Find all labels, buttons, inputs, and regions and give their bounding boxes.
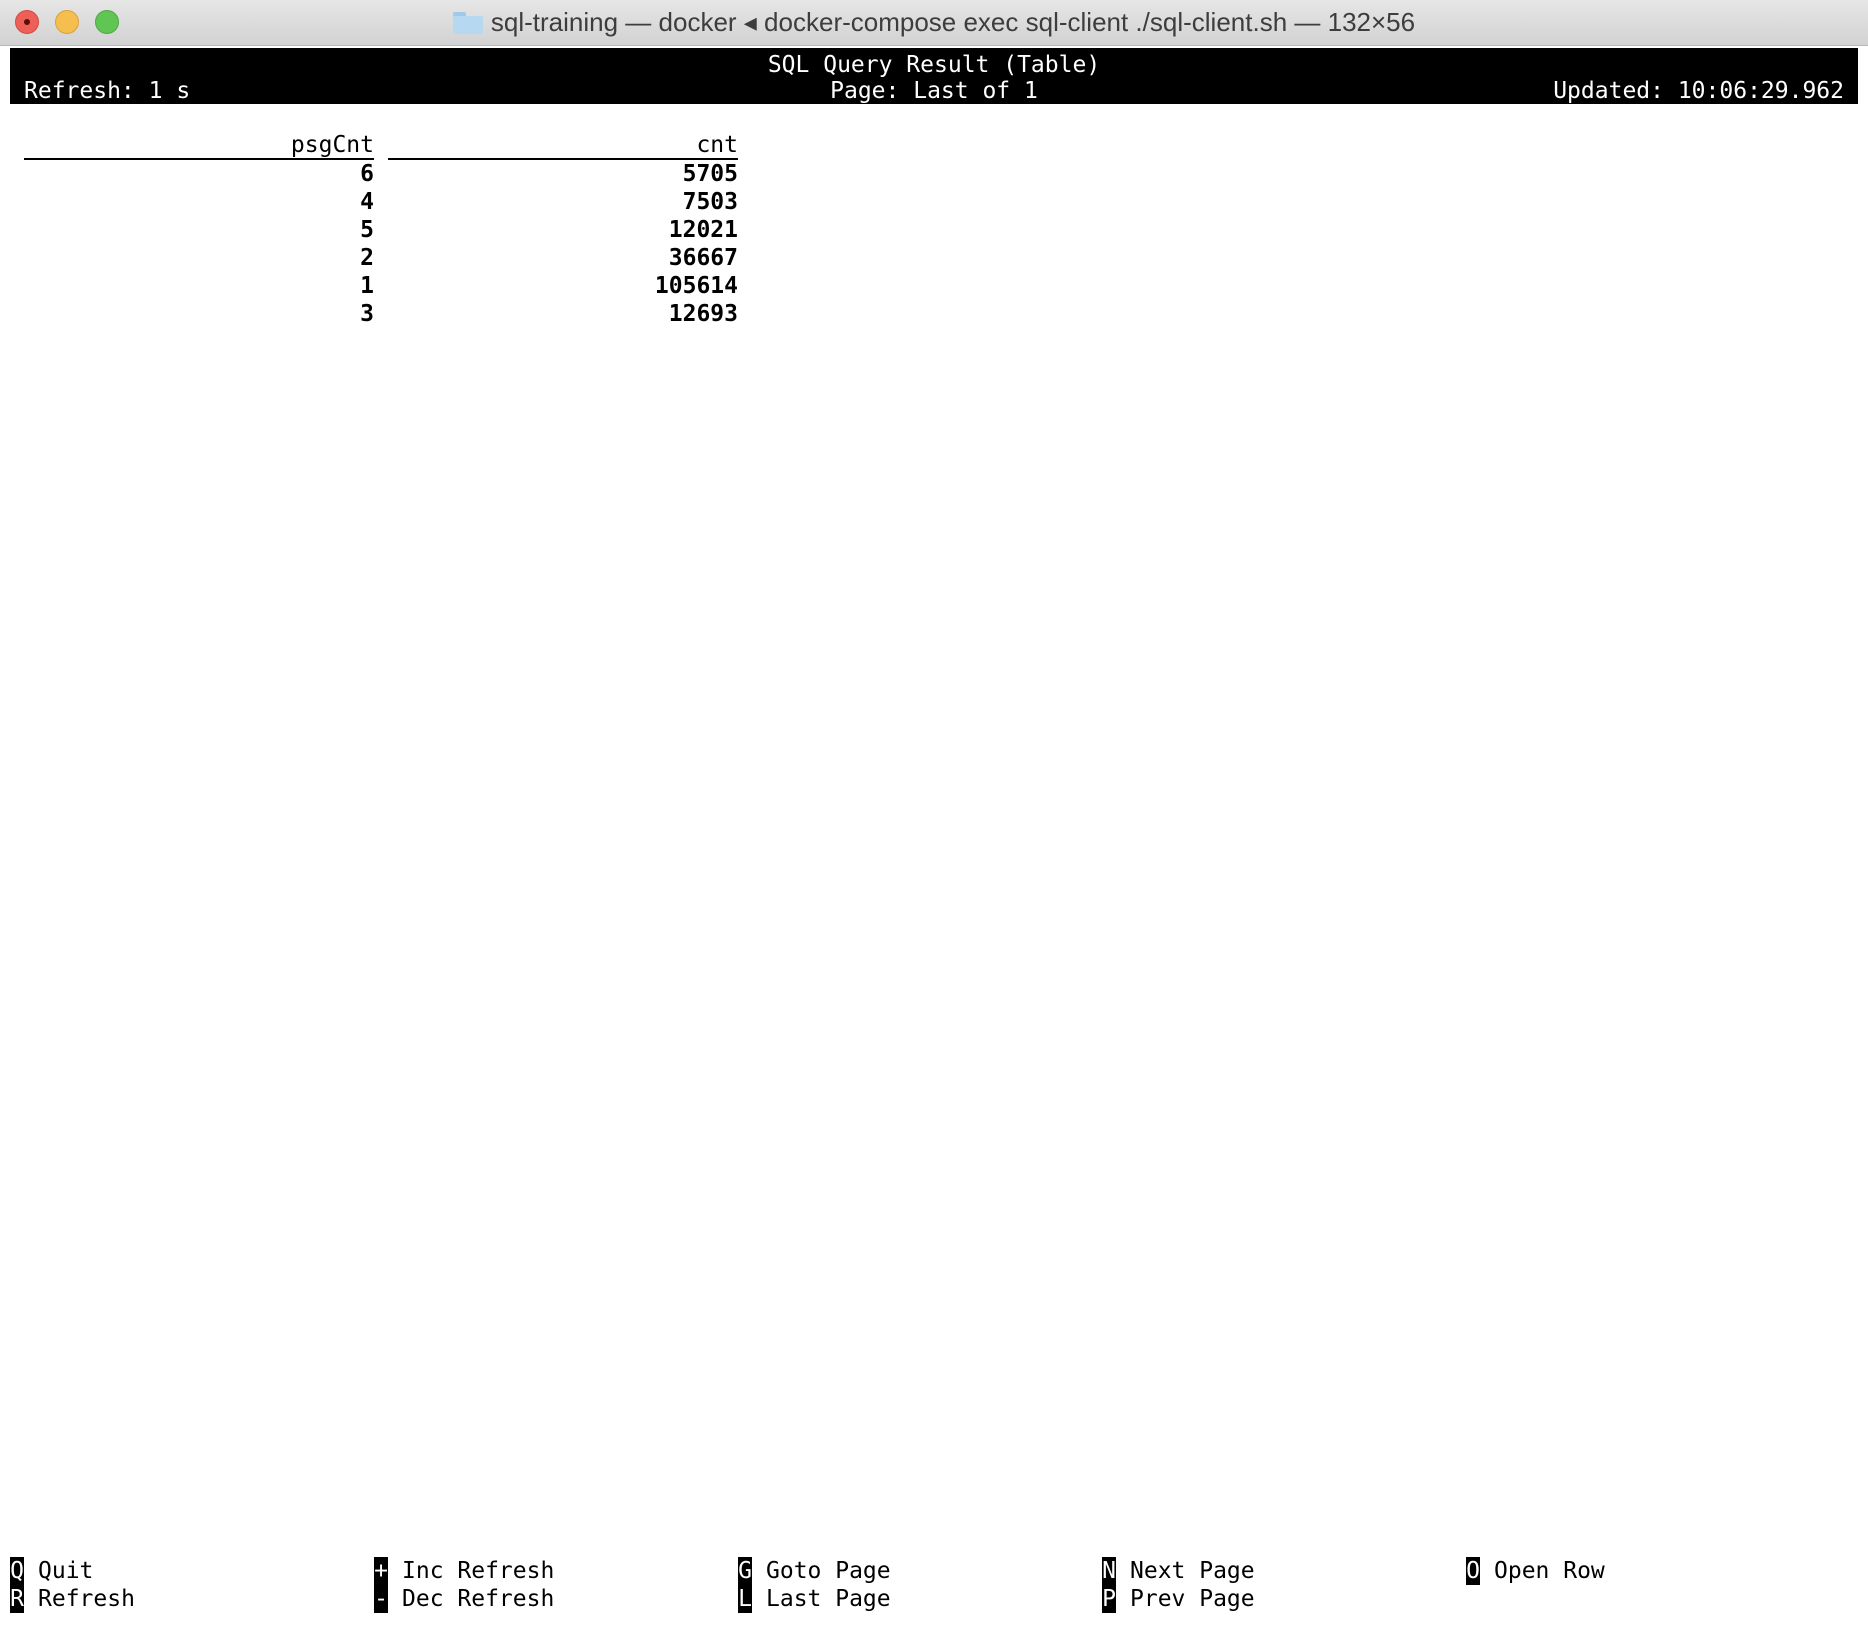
shortcut-quit[interactable]: Q Quit (10, 1557, 93, 1585)
cell-psgcnt: 3 (360, 301, 374, 327)
cell-cnt: 36667 (668, 245, 738, 271)
shortcut-prev-page[interactable]: P Prev Page (1102, 1585, 1255, 1613)
key-prev-page: P (1102, 1585, 1116, 1613)
key-quit: Q (10, 1557, 24, 1585)
shortcut-label: Dec Refresh (402, 1586, 555, 1612)
zoom-window-button[interactable] (95, 10, 119, 34)
key-goto-page: G (738, 1557, 752, 1585)
table-row[interactable]: 1 105614 (24, 272, 738, 300)
key-refresh: R (10, 1585, 24, 1613)
cell-cnt: 12693 (668, 301, 738, 327)
window-title-area: sql-training — docker ◂ docker-compose e… (0, 0, 1868, 45)
shortcut-label: Prev Page (1130, 1586, 1255, 1612)
shortcut-label: Inc Refresh (402, 1558, 555, 1584)
cell-psgcnt: 5 (360, 217, 374, 243)
table-header-row: psgCnt cnt (24, 132, 738, 160)
refresh-status: Refresh: 1 s (24, 78, 191, 104)
table-row[interactable]: 2 36667 (24, 244, 738, 272)
column-header-cnt: cnt (388, 132, 738, 160)
shortcut-label: Quit (38, 1558, 94, 1584)
cell-cnt: 7503 (682, 189, 738, 215)
shortcut-next-page[interactable]: N Next Page (1102, 1557, 1255, 1585)
table-row[interactable]: 6 5705 (24, 160, 738, 188)
cell-cnt: 105614 (654, 273, 738, 299)
shortcut-label: Refresh (38, 1586, 135, 1612)
result-table: psgCnt cnt 6 5705 4 7503 5 (24, 132, 738, 328)
title-bar: sql-training — docker ◂ docker-compose e… (0, 0, 1868, 46)
table-row[interactable]: 5 12021 (24, 216, 738, 244)
key-open-row: O (1466, 1557, 1480, 1585)
shortcut-refresh[interactable]: R Refresh (10, 1585, 135, 1613)
close-window-button[interactable] (15, 10, 39, 34)
shortcut-footer: Q Quit R Refresh + Inc Refresh - Dec Refresh… (10, 1557, 1858, 1617)
result-header-bar: SQL Query Result (Table) Refresh: 1 s Pa… (10, 48, 1858, 104)
shortcut-last-page[interactable]: L Last Page (738, 1585, 891, 1613)
column-header-psgcnt: psgCnt (24, 132, 374, 160)
cell-psgcnt: 6 (360, 161, 374, 187)
terminal-content[interactable]: SQL Query Result (Table) Refresh: 1 s Pa… (0, 46, 1868, 1626)
shortcut-label: Goto Page (766, 1558, 891, 1584)
cell-psgcnt: 4 (360, 189, 374, 215)
shortcut-inc-refresh[interactable]: + Inc Refresh (374, 1557, 554, 1585)
table-row[interactable]: 3 12693 (24, 300, 738, 328)
folder-icon (452, 12, 483, 34)
key-inc-refresh: + (374, 1557, 388, 1585)
updated-timestamp: Updated: 10:06:29.962 (1553, 78, 1844, 104)
cell-psgcnt: 1 (360, 273, 374, 299)
shortcut-label: Open Row (1494, 1558, 1605, 1584)
key-last-page: L (738, 1585, 752, 1613)
shortcut-open-row[interactable]: O Open Row (1466, 1557, 1605, 1585)
table-row[interactable]: 4 7503 (24, 188, 738, 216)
shortcut-label: Last Page (766, 1586, 891, 1612)
key-next-page: N (1102, 1557, 1116, 1585)
key-dec-refresh: - (374, 1585, 388, 1613)
page-status: Page: Last of 1 (830, 78, 1038, 104)
result-title: SQL Query Result (Table) (767, 52, 1101, 78)
shortcut-goto-page[interactable]: G Goto Page (738, 1557, 891, 1585)
shortcut-dec-refresh[interactable]: - Dec Refresh (374, 1585, 554, 1613)
window-title: sql-training — docker ◂ docker-compose e… (490, 7, 1416, 37)
shortcut-label: Next Page (1130, 1558, 1255, 1584)
cell-cnt: 12021 (668, 217, 738, 243)
cell-psgcnt: 2 (360, 245, 374, 271)
cell-cnt: 5705 (682, 161, 738, 187)
minimize-window-button[interactable] (55, 10, 79, 34)
